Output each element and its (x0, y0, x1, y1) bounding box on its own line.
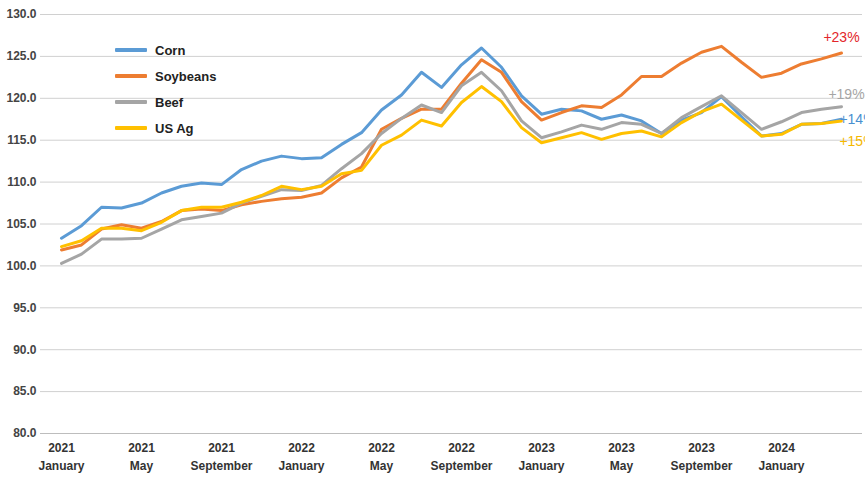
svg-text:2023September: 2023September (670, 441, 732, 473)
svg-text:95.0: 95.0 (13, 301, 37, 315)
svg-text:115.0: 115.0 (7, 133, 37, 147)
svg-text:2022January: 2022January (278, 441, 324, 473)
svg-text:90.0: 90.0 (13, 343, 37, 357)
html-text:Corn: Corn (155, 42, 186, 58)
svg-text:2022May: 2022May (368, 441, 395, 473)
html-text:Beef: Beef (155, 94, 184, 110)
svg-text:125.0: 125.0 (6, 49, 36, 63)
svg-text:85.0: 85.0 (13, 384, 37, 398)
svg-text:80.0: 80.0 (13, 426, 37, 440)
svg-text:+23%: +23% (823, 29, 859, 45)
svg-text:2021May: 2021May (128, 441, 155, 473)
svg-text:100.0: 100.0 (6, 259, 36, 273)
svg-text:2021September: 2021September (190, 441, 252, 473)
svg-text:+19%: +19% (828, 86, 864, 102)
html-text:Soybeans: Soybeans (155, 68, 217, 84)
svg-text:120.0: 120.0 (6, 91, 36, 105)
svg-text:130.0: 130.0 (6, 7, 36, 21)
svg-text:2023May: 2023May (608, 441, 635, 473)
html-text:US Ag: US Ag (155, 120, 194, 136)
svg-text:+15%: +15% (839, 133, 865, 149)
svg-text:110.0: 110.0 (7, 175, 37, 189)
svg-text:+14%: +14% (839, 111, 865, 127)
svg-text:2024January: 2024January (758, 441, 804, 473)
svg-text:105.0: 105.0 (6, 217, 36, 231)
svg-text:2023January: 2023January (518, 441, 564, 473)
svg-text:2022September: 2022September (430, 441, 492, 473)
svg-text:2021January: 2021January (38, 441, 84, 473)
